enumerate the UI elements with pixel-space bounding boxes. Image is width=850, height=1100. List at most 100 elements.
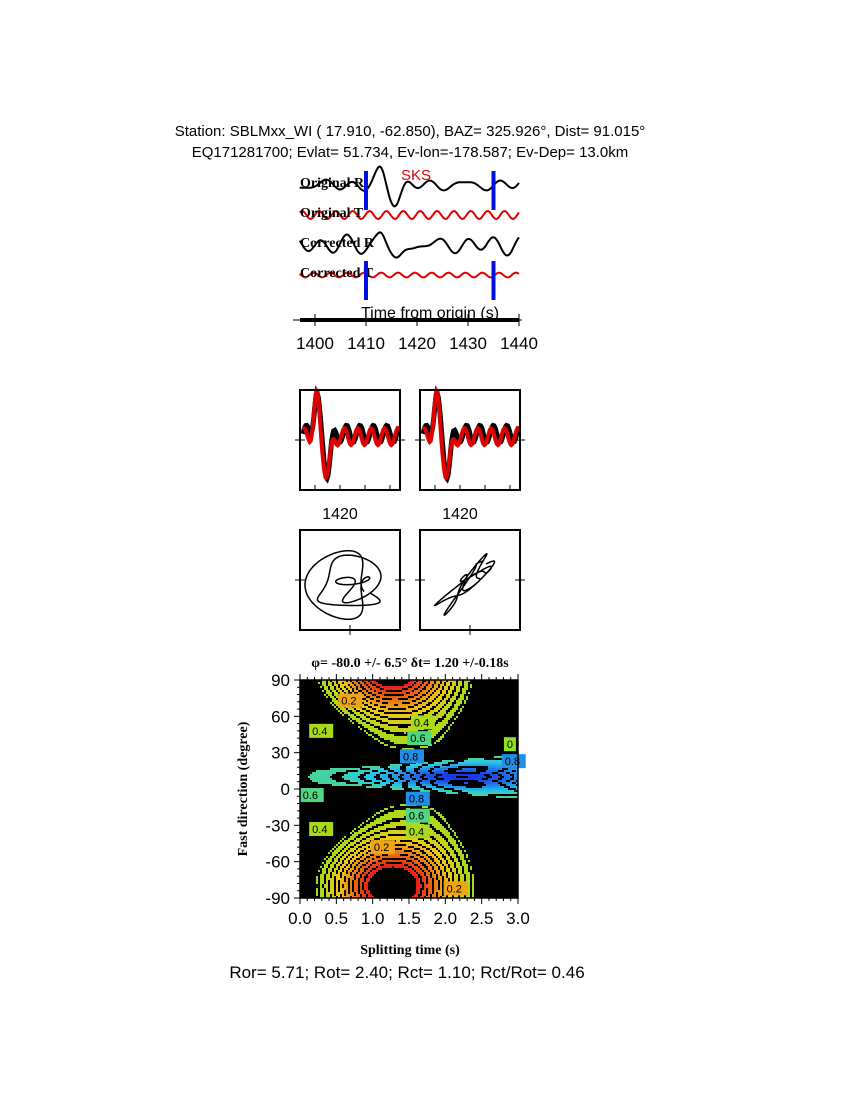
grid-cell <box>368 860 370 862</box>
grid-cell <box>336 802 338 804</box>
grid-cell <box>348 682 350 684</box>
grid-cell <box>320 818 322 820</box>
grid-cell <box>316 862 318 864</box>
grid-cell <box>340 882 342 884</box>
grid-cell <box>302 784 304 786</box>
grid-cell <box>354 866 356 868</box>
grid-cell <box>330 816 332 818</box>
grid-cell <box>318 762 320 764</box>
grid-cell <box>340 890 342 892</box>
grid-cell <box>360 842 362 844</box>
grid-cell <box>368 692 370 694</box>
grid-cell <box>360 834 362 836</box>
grid-cell <box>338 708 340 710</box>
grid-cell <box>334 778 336 780</box>
grid-cell <box>304 776 306 778</box>
grid-cell <box>380 858 382 860</box>
grid-cell <box>330 876 332 878</box>
grid-cell <box>380 786 382 788</box>
grid-cell <box>364 850 366 852</box>
grid-cell <box>354 858 356 860</box>
grid-cell <box>340 850 342 852</box>
grid-cell <box>334 838 336 840</box>
grid-cell <box>336 704 338 706</box>
grid-cell <box>386 694 388 696</box>
grid-cell <box>348 808 350 810</box>
grid-cell <box>356 852 358 854</box>
grid-cell <box>328 698 330 700</box>
grid-cell <box>318 690 320 692</box>
grid-cell <box>354 818 356 820</box>
grid-cell <box>378 854 380 856</box>
grid-cell <box>310 704 312 706</box>
grid-cell <box>316 708 318 710</box>
grid-cell <box>304 856 306 858</box>
grid-cell <box>308 720 310 722</box>
grid-cell <box>302 890 304 892</box>
grid-cell <box>332 878 334 880</box>
grid-cell <box>372 682 374 684</box>
grid-cell <box>336 786 338 788</box>
grid-cell <box>376 780 378 782</box>
grid-cell <box>302 754 304 756</box>
grid-cell <box>330 874 332 876</box>
grid-cell <box>388 746 390 748</box>
grid-cell <box>322 862 324 864</box>
grid-cell <box>306 728 308 730</box>
grid-cell <box>358 718 360 720</box>
grid-cell <box>328 774 330 776</box>
grid-cell <box>310 892 312 894</box>
grid-cell <box>332 804 334 806</box>
grid-cell <box>370 738 372 740</box>
grid-cell <box>354 728 356 730</box>
grid-cell <box>334 738 336 740</box>
grid-cell <box>302 886 304 888</box>
grid-cell <box>334 758 336 760</box>
grid-cell <box>352 880 354 882</box>
grid-cell <box>388 862 390 864</box>
grid-cell <box>332 716 334 718</box>
grid-cell <box>384 876 386 878</box>
grid-cell <box>344 822 346 824</box>
grid-cell <box>366 714 368 716</box>
grid-cell <box>358 714 360 716</box>
grid-cell <box>364 778 366 780</box>
grid-cell <box>332 786 334 788</box>
grid-cell <box>344 766 346 768</box>
grid-cell <box>358 888 360 890</box>
grid-cell <box>304 828 306 830</box>
grid-cell <box>386 822 388 824</box>
grid-cell <box>318 784 320 786</box>
grid-cell <box>300 772 302 774</box>
grid-cell <box>338 788 340 790</box>
grid-cell <box>336 742 338 744</box>
grid-cell <box>338 814 340 816</box>
grid-cell <box>366 806 368 808</box>
grid-cell <box>374 874 376 876</box>
grid-cell <box>352 776 354 778</box>
grid-cell <box>354 874 356 876</box>
grid-cell <box>332 720 334 722</box>
grid-cell <box>356 892 358 894</box>
grid-cell <box>326 820 328 822</box>
grid-cell <box>346 872 348 874</box>
grid-cell <box>384 740 386 742</box>
grid-cell <box>366 732 368 734</box>
grid-cell <box>348 800 350 802</box>
grid-cell <box>378 716 380 718</box>
grid-cell <box>370 702 372 704</box>
grid-cell <box>360 718 362 720</box>
grid-cell <box>350 798 352 800</box>
grid-cell <box>300 858 302 860</box>
grid-cell <box>386 718 388 720</box>
grid-cell <box>356 782 358 784</box>
grid-cell <box>328 866 330 868</box>
grid-cell <box>388 788 390 790</box>
grid-cell <box>346 794 348 796</box>
grid-cell <box>342 776 344 778</box>
grid-cell <box>386 716 388 718</box>
grid-cell <box>348 736 350 738</box>
grid-cell <box>370 794 372 796</box>
grid-cell <box>380 736 382 738</box>
grid-cell <box>336 718 338 720</box>
